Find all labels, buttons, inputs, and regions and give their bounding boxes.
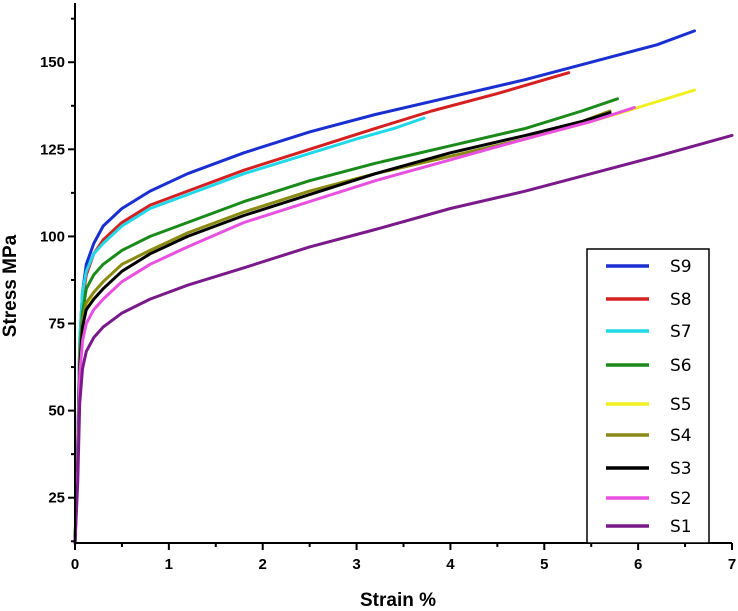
legend-label-s8: S8 bbox=[670, 290, 692, 310]
y-tick-label: 50 bbox=[48, 403, 65, 420]
x-tick-label: 3 bbox=[352, 556, 360, 573]
series-line-s2 bbox=[73, 106, 636, 545]
x-axis-title: Strain % bbox=[360, 590, 436, 611]
x-tick-label: 1 bbox=[165, 556, 173, 573]
plot-lines bbox=[73, 29, 734, 545]
legend-label-s7: S7 bbox=[670, 322, 692, 342]
series-line-s3 bbox=[73, 111, 612, 545]
legend-label-s2: S2 bbox=[670, 489, 692, 509]
y-tick-label: 100 bbox=[40, 228, 65, 245]
x-tick-label: 2 bbox=[259, 556, 267, 573]
y-axis-title: Stress MPa bbox=[0, 234, 21, 337]
y-tick-label: 75 bbox=[48, 316, 65, 333]
x-tick-label: 0 bbox=[71, 556, 79, 573]
y-tick-label: 25 bbox=[48, 490, 65, 507]
legend-label-s6: S6 bbox=[670, 356, 692, 376]
series-line-s6 bbox=[73, 97, 619, 545]
legend-label-s1: S1 bbox=[670, 517, 692, 537]
ticks: 0 1 2 3 4 5 6 7 25 50 75 100 125 150 bbox=[40, 17, 736, 573]
legend-label-s9: S9 bbox=[670, 257, 692, 277]
series-line-s1 bbox=[73, 133, 734, 545]
series-line-s4 bbox=[73, 109, 612, 545]
x-tick-label: 5 bbox=[540, 556, 548, 573]
legend-label-s5: S5 bbox=[670, 395, 692, 415]
legend-label-s3: S3 bbox=[670, 459, 692, 479]
x-tick-label: 6 bbox=[634, 556, 642, 573]
legend: S9 S8 S7 S6 S5 S4 S3 S2 S1 bbox=[586, 248, 710, 544]
legend-label-s4: S4 bbox=[670, 426, 692, 446]
y-tick-label: 150 bbox=[40, 54, 65, 71]
y-tick-label: 125 bbox=[40, 141, 65, 158]
x-tick-label: 4 bbox=[446, 556, 455, 573]
x-tick-label: 7 bbox=[728, 556, 736, 573]
